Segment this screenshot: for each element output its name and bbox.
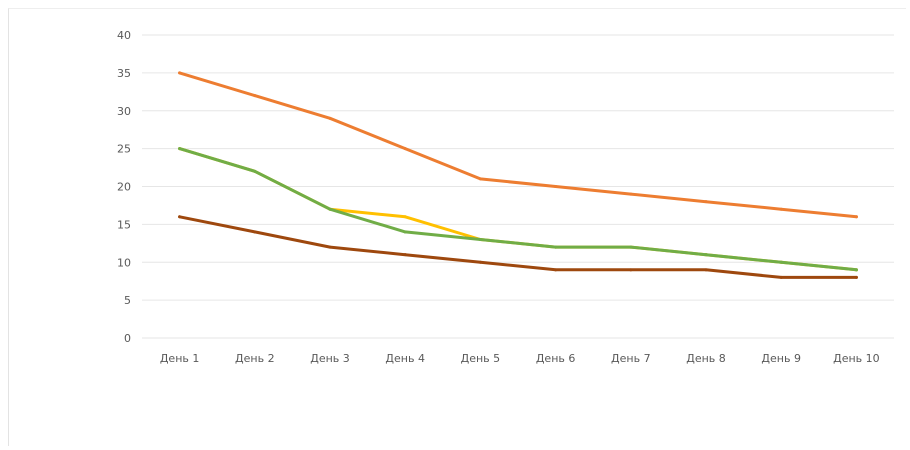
data-point bbox=[478, 260, 482, 264]
data-point bbox=[328, 245, 332, 249]
data-point bbox=[704, 253, 708, 257]
x-tick-label: День 9 bbox=[761, 352, 801, 365]
y-tick-label: 35 bbox=[117, 67, 131, 80]
data-point bbox=[779, 207, 783, 211]
data-point bbox=[178, 215, 182, 219]
series-line-4 bbox=[178, 215, 858, 279]
x-tick-label: День 6 bbox=[536, 352, 576, 365]
data-point bbox=[253, 169, 257, 173]
series-line-2 bbox=[178, 147, 858, 272]
data-point bbox=[554, 268, 558, 272]
data-point bbox=[403, 147, 407, 151]
x-tick-label: День 10 bbox=[833, 352, 880, 365]
data-point bbox=[328, 116, 332, 120]
x-tick-label: День 4 bbox=[385, 352, 425, 365]
data-point bbox=[403, 215, 407, 219]
series-line-3 bbox=[178, 147, 858, 272]
gridlines bbox=[142, 34, 894, 339]
x-tick-label: День 3 bbox=[310, 352, 350, 365]
data-point bbox=[478, 177, 482, 181]
data-point bbox=[629, 245, 633, 249]
chart-frame bbox=[8, 8, 906, 446]
data-point bbox=[253, 94, 257, 98]
y-tick-label: 0 bbox=[124, 332, 131, 345]
x-tick-label: День 5 bbox=[461, 352, 501, 365]
series-4 bbox=[178, 215, 858, 279]
data-point bbox=[779, 260, 783, 264]
data-point bbox=[854, 268, 858, 272]
data-point bbox=[704, 200, 708, 204]
data-point bbox=[629, 268, 633, 272]
data-point bbox=[629, 192, 633, 196]
data-point bbox=[178, 71, 182, 75]
x-tick-label: День 7 bbox=[611, 352, 651, 365]
x-tick-label: День 8 bbox=[686, 352, 726, 365]
data-point bbox=[854, 275, 858, 279]
data-point bbox=[704, 268, 708, 272]
y-tick-label: 40 bbox=[117, 29, 131, 42]
series-2 bbox=[178, 147, 858, 272]
data-point bbox=[328, 207, 332, 211]
x-tick-label: День 1 bbox=[160, 352, 200, 365]
y-tick-label: 10 bbox=[117, 256, 131, 269]
data-point bbox=[403, 230, 407, 234]
y-tick-label: 25 bbox=[117, 143, 131, 156]
series-1 bbox=[178, 71, 858, 219]
x-tick-label: День 2 bbox=[235, 352, 275, 365]
y-tick-label: 20 bbox=[117, 181, 131, 194]
data-point bbox=[554, 245, 558, 249]
series-lines bbox=[178, 71, 858, 279]
y-tick-label: 15 bbox=[117, 218, 131, 231]
series-line-1 bbox=[178, 71, 858, 219]
data-point bbox=[178, 147, 182, 151]
data-point bbox=[554, 185, 558, 188]
y-tick-label: 30 bbox=[117, 105, 131, 118]
y-axis-tick-labels: 0 5 10 15 20 25 30 35 40 bbox=[117, 29, 131, 345]
data-point bbox=[854, 215, 858, 219]
data-point bbox=[779, 275, 783, 279]
series-3 bbox=[178, 147, 858, 272]
x-axis-tick-labels: День 1 День 2 День 3 День 4 День 5 День 6 День… bbox=[160, 352, 880, 365]
data-point bbox=[403, 253, 407, 257]
y-tick-label: 5 bbox=[124, 294, 131, 307]
data-point bbox=[478, 238, 482, 242]
data-point bbox=[253, 230, 257, 234]
